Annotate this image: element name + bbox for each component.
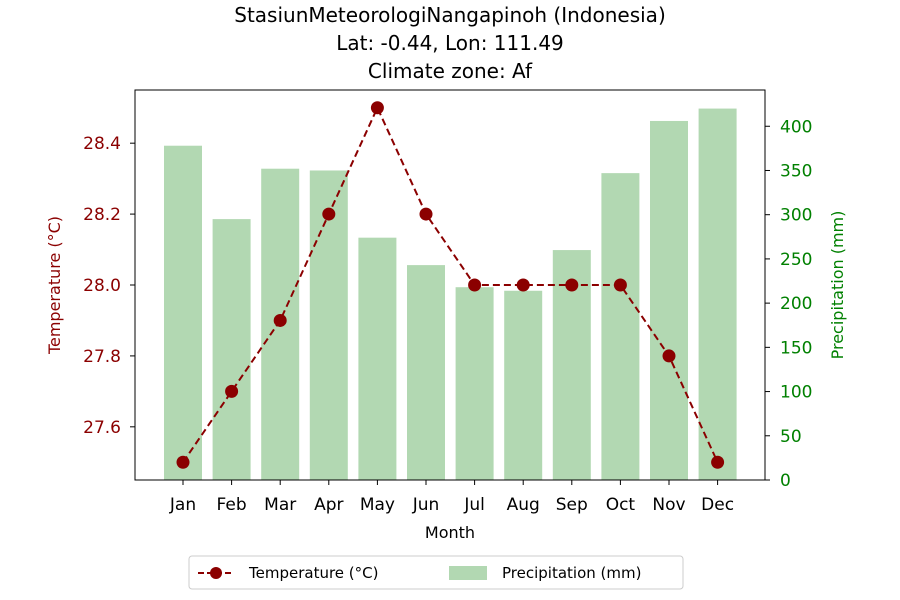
temperature-point bbox=[468, 278, 482, 292]
chart-title-line: StasiunMeteorologiNangapinoh (Indonesia) bbox=[234, 3, 666, 27]
left-y-tick-label: 28.2 bbox=[83, 205, 121, 225]
x-tick-label: Nov bbox=[652, 495, 685, 515]
legend-temperature-marker-icon bbox=[210, 567, 222, 579]
left-y-tick-label: 27.8 bbox=[83, 347, 121, 367]
right-y-tick-label: 50 bbox=[780, 427, 802, 447]
x-tick-label: Apr bbox=[314, 495, 343, 515]
temperature-point bbox=[711, 455, 725, 469]
temperature-point bbox=[662, 349, 676, 363]
temperature-point bbox=[613, 278, 627, 292]
legend: Temperature (°C) Precipitation (mm) bbox=[188, 555, 684, 590]
precipitation-bar bbox=[309, 170, 348, 480]
temperature-point bbox=[419, 207, 433, 221]
x-tick-label: Jun bbox=[412, 495, 440, 515]
precipitation-bar bbox=[504, 290, 543, 480]
precipitation-bar bbox=[650, 120, 688, 480]
left-y-tick-label: 28.4 bbox=[83, 134, 121, 154]
left-y-tick-label: 27.6 bbox=[83, 418, 121, 438]
right-y-tick-label: 100 bbox=[780, 383, 812, 403]
x-tick-label: Sep bbox=[556, 495, 588, 515]
temperature-point bbox=[225, 384, 239, 398]
chart-title-line: Climate zone: Af bbox=[368, 59, 533, 83]
x-tick-label: Jul bbox=[463, 495, 485, 515]
temperature-point bbox=[370, 101, 384, 115]
right-y-axis-label: Precipitation (mm) bbox=[828, 211, 847, 360]
x-tick-label: Dec bbox=[701, 495, 734, 515]
precipitation-bar bbox=[212, 219, 251, 480]
legend-box bbox=[188, 555, 684, 590]
right-y-axis: 0 50 100 150 200 250 300 350 400 bbox=[765, 117, 812, 491]
x-tick-label: Aug bbox=[507, 495, 540, 515]
temperature-point bbox=[322, 207, 336, 221]
left-y-axis-label: Temperature (°C) bbox=[45, 216, 64, 355]
right-y-tick-label: 350 bbox=[780, 161, 812, 181]
chart-title-line: Lat: -0.44, Lon: 111.49 bbox=[336, 31, 564, 55]
precipitation-bar bbox=[164, 145, 202, 480]
temperature-point bbox=[516, 278, 530, 292]
temperature-point bbox=[273, 313, 287, 327]
chart-title: StasiunMeteorologiNangapinoh (Indonesia)… bbox=[234, 3, 666, 83]
x-axis: Jan Feb Mar Apr May Jun Jul Aug Sep Oct Nov Dec bbox=[169, 480, 734, 515]
precipitation-bar bbox=[407, 265, 445, 480]
right-y-tick-label: 0 bbox=[780, 471, 791, 491]
right-y-tick-label: 150 bbox=[780, 338, 812, 358]
x-tick-label: Mar bbox=[264, 495, 296, 515]
precipitation-bar bbox=[698, 108, 737, 481]
x-tick-label: Oct bbox=[606, 495, 636, 515]
precipitation-bar bbox=[358, 237, 397, 480]
x-axis-label: Month bbox=[425, 523, 475, 542]
temperature-line bbox=[176, 101, 725, 469]
x-tick-label: Jan bbox=[169, 495, 196, 515]
temperature-point bbox=[565, 278, 579, 292]
left-y-axis: 27.6 27.8 28.0 28.2 28.4 bbox=[83, 134, 135, 438]
right-y-tick-label: 400 bbox=[780, 117, 812, 137]
right-y-tick-label: 300 bbox=[780, 206, 812, 226]
precipitation-bar bbox=[455, 287, 494, 480]
right-y-tick-label: 200 bbox=[780, 294, 812, 314]
legend-precipitation-swatch bbox=[449, 566, 487, 580]
legend-precipitation-label: Precipitation (mm) bbox=[502, 564, 641, 582]
x-tick-label: May bbox=[360, 495, 395, 515]
temperature-line-path bbox=[182, 105, 719, 463]
legend-temperature-label: Temperature (°C) bbox=[248, 564, 378, 582]
right-y-tick-label: 250 bbox=[780, 250, 812, 270]
x-tick-label: Feb bbox=[217, 495, 247, 515]
left-y-tick-label: 28.0 bbox=[83, 276, 121, 296]
precipitation-bar bbox=[601, 173, 640, 480]
precipitation-bars bbox=[164, 108, 737, 481]
temperature-point bbox=[176, 455, 190, 469]
